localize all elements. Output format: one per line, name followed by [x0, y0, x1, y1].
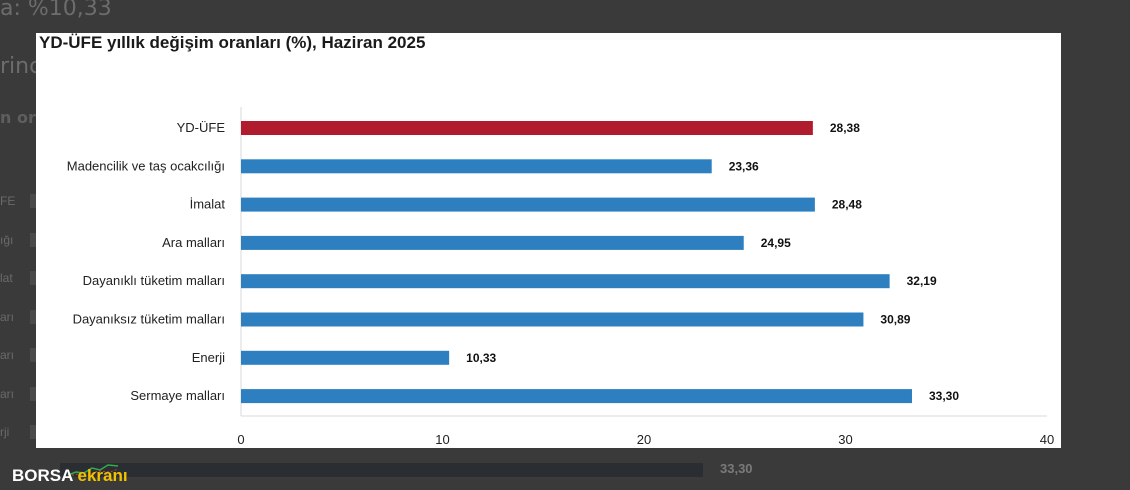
chart-title: YD-ÜFE yıllık değişim oranları (%), Hazi… — [39, 33, 426, 52]
value-label: 24,95 — [761, 236, 791, 250]
background-headline: a: %10,33 — [0, 0, 112, 21]
bar — [241, 350, 450, 365]
background-row-label: lat — [0, 271, 13, 285]
category-label: YD-ÜFE — [177, 120, 226, 135]
category-label: Ara malları — [162, 235, 225, 250]
background-bar-stub — [30, 194, 38, 208]
background-bar-stub — [30, 387, 38, 401]
value-label: 28,38 — [830, 121, 860, 135]
value-label: 23,36 — [729, 159, 759, 173]
background-row-label: arı — [0, 387, 15, 401]
bar — [241, 159, 712, 174]
category-label: Madencilik ve taş ocakcılığı — [67, 158, 225, 173]
chart-spark-icon — [67, 464, 119, 477]
bar-chart: YD-ÜFE 28,38 Madencilik ve taş ocakcılığı 2… — [67, 107, 1054, 447]
background-bar-stub — [30, 271, 38, 285]
background-bar-stub — [30, 425, 38, 439]
category-label: Dayanıksız tüketim malları — [73, 312, 225, 327]
value-label: 10,33 — [466, 351, 496, 365]
x-tick-label: 0 — [237, 432, 244, 447]
x-tick-label: 20 — [637, 432, 651, 447]
logo-word-ekrani: ekranı — [77, 466, 128, 485]
background-text-line: rinc — [0, 54, 42, 79]
category-label: Sermaye malları — [130, 388, 225, 403]
background-bar — [60, 463, 703, 477]
background-subheading: n ora — [0, 108, 47, 127]
bar — [241, 274, 890, 289]
bar — [241, 197, 815, 212]
background-row-label: arı — [0, 348, 15, 362]
x-tick-label: 40 — [1040, 432, 1054, 447]
background-row-label: rji — [0, 425, 10, 439]
category-label: İmalat — [190, 197, 226, 212]
value-label: 30,89 — [880, 313, 910, 327]
bar — [241, 235, 744, 250]
background-row-label: FE — [0, 194, 16, 208]
bar — [241, 312, 864, 327]
bar — [241, 121, 813, 135]
background-bar-stub — [30, 233, 38, 247]
logo-word-borsa: BORSA — [12, 466, 73, 485]
value-label: 33,30 — [929, 389, 959, 403]
value-label: 32,19 — [907, 274, 937, 288]
value-label: 28,48 — [832, 198, 862, 212]
background-row-label: ığı — [0, 233, 14, 247]
chart-card: YD-ÜFE yıllık değişim oranları (%), Hazi… — [36, 33, 1061, 448]
watermark-logo: BORSA ekranı — [12, 466, 128, 486]
category-label: Enerji — [192, 350, 225, 365]
bar — [241, 389, 912, 404]
background-bar-value: 33,30 — [720, 461, 753, 476]
background-row-label: arı — [0, 310, 15, 324]
background-bar-stub — [30, 310, 38, 324]
x-tick-label: 10 — [435, 432, 449, 447]
background-bar-stub — [30, 348, 38, 362]
x-tick-label: 30 — [838, 432, 852, 447]
category-label: Dayanıklı tüketim malları — [83, 273, 225, 288]
